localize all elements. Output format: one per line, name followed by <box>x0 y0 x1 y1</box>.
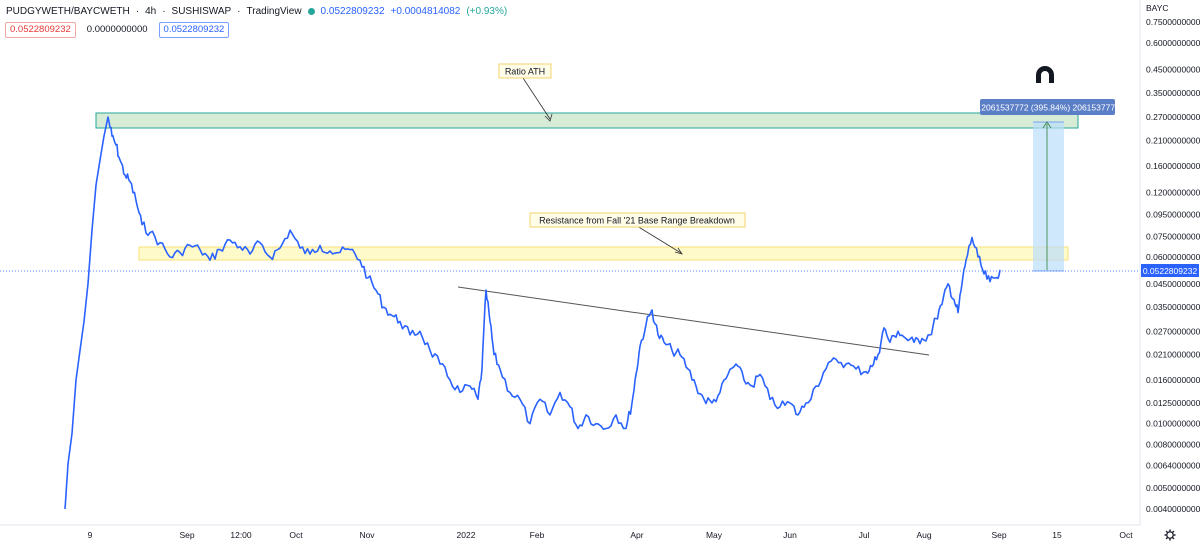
price-change: +0.0004814082 <box>390 5 461 17</box>
price-tick-label: 0.0270000000 <box>1146 326 1200 336</box>
resistance-zone[interactable] <box>138 246 1069 261</box>
price-axis-currency: BAYC <box>1146 3 1169 13</box>
value-boxes: 0.0522809232 0.0000000000 0.0522809232 <box>5 22 230 38</box>
magnet-icon[interactable] <box>1036 66 1054 83</box>
resistance-label[interactable]: Resistance from Fall '21 Base Range Brea… <box>529 212 746 228</box>
price-tick-label: 0.7500000000 <box>1146 17 1200 27</box>
time-tick-label: 9 <box>88 530 93 540</box>
measure-label-text: 0.2061537772 (395.84%) 2061537772 <box>974 103 1120 113</box>
price-tick-label: 0.0064000000 <box>1146 460 1200 470</box>
time-tick-label: 15 <box>1052 530 1062 540</box>
price-change-percent: (+0.93%) <box>466 5 508 17</box>
exchange-label: SUSHISWAP <box>171 5 232 17</box>
resistance-callout-head <box>674 247 683 255</box>
market-status-icon <box>307 7 315 15</box>
time-tick-label: Aug <box>916 530 931 540</box>
time-tick-label: Apr <box>630 530 643 540</box>
ask-value-box[interactable]: 0.0522809232 <box>158 22 230 38</box>
price-tick-label: 0.0125000000 <box>1146 398 1200 408</box>
ath-label-text: Ratio ATH <box>505 67 545 77</box>
time-tick-label: 2022 <box>457 530 476 540</box>
time-tick-label: Oct <box>1119 530 1133 540</box>
bid-value-box[interactable]: 0.0522809232 <box>5 22 76 38</box>
measure-label[interactable]: 0.2061537772 (395.84%) 2061537772 <box>974 99 1120 115</box>
time-tick-label: Sep <box>991 530 1006 540</box>
price-tick-label: 0.0050000000 <box>1146 483 1200 493</box>
time-tick-label: Jun <box>783 530 797 540</box>
price-tick-label: 0.4500000000 <box>1146 65 1200 75</box>
last-price: 0.0522809232 <box>320 5 385 17</box>
ath-label[interactable]: Ratio ATH <box>498 63 552 79</box>
time-tick-label: May <box>706 530 723 540</box>
source-label: TradingView <box>246 5 302 17</box>
price-tick-label: 0.0080000000 <box>1146 440 1200 450</box>
interval-label[interactable]: 4h <box>145 5 157 17</box>
price-tick-label: 0.3500000000 <box>1146 88 1200 98</box>
time-tick-label: 12:00 <box>230 530 252 540</box>
price-tick-label: 0.6000000000 <box>1146 38 1200 48</box>
spread-value-box: 0.0000000000 <box>81 22 153 38</box>
price-tick-label: 0.0750000000 <box>1146 231 1200 241</box>
price-tick-label: 0.0160000000 <box>1146 375 1200 385</box>
resistance-label-text: Resistance from Fall '21 Base Range Brea… <box>539 216 735 226</box>
price-tick-label: 0.2100000000 <box>1146 135 1200 145</box>
price-tick-label: 0.0210000000 <box>1146 350 1200 360</box>
resistance-callout-line <box>636 225 682 254</box>
settings-gear-icon[interactable] <box>1164 529 1176 541</box>
time-tick-label: Nov <box>359 530 375 540</box>
price-tick-label: 0.1200000000 <box>1146 188 1200 198</box>
chart-header: PUDGYWETH/BAYCWETH · 4h · SUSHISWAP · Tr… <box>6 5 508 17</box>
time-axis-ticks[interactable]: 9 Sep 12:00 Oct Nov 2022 Feb Apr May Jun Jul Aug Sep… <box>88 530 1134 540</box>
time-tick-label: Feb <box>530 530 545 540</box>
ath-callout-line <box>522 77 551 120</box>
price-tick-label: 0.0950000000 <box>1146 209 1200 219</box>
price-tick-label: 0.0450000000 <box>1146 279 1200 289</box>
price-tick-label: 0.0100000000 <box>1146 419 1200 429</box>
current-price-tag[interactable]: 0.0522809232 <box>1141 264 1199 277</box>
price-series-line[interactable] <box>64 116 1001 510</box>
price-tick-label: 0.0600000000 <box>1146 252 1200 262</box>
time-tick-label: Jul <box>859 530 870 540</box>
time-tick-label: Oct <box>289 530 303 540</box>
time-tick-label: Sep <box>179 530 194 540</box>
symbol-name[interactable]: PUDGYWETH/BAYCWETH <box>6 5 130 17</box>
price-tick-label: 0.1600000000 <box>1146 161 1200 171</box>
price-axis-ticks[interactable]: 0.7500000000 0.6000000000 0.4500000000 0.35… <box>1146 17 1200 514</box>
price-tick-label: 0.0040000000 <box>1146 504 1200 514</box>
current-price-tag-text: 0.0522809232 <box>1143 266 1198 276</box>
price-tick-label: 0.2700000000 <box>1146 112 1200 122</box>
ath-callout-head <box>544 113 553 122</box>
ath-zone[interactable] <box>95 112 1079 129</box>
price-tick-label: 0.0350000000 <box>1146 302 1200 312</box>
measure-tool-area[interactable] <box>1033 122 1064 271</box>
descending-trendline[interactable] <box>457 286 930 356</box>
